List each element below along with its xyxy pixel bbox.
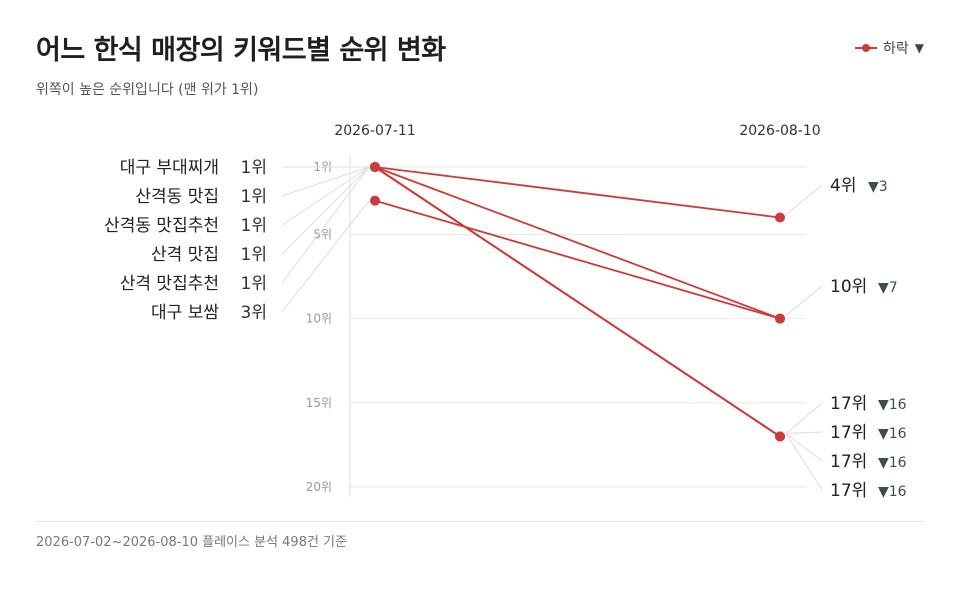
series-line	[374, 199, 781, 320]
rank-change-label: ▼3	[868, 179, 888, 195]
leader-line-end	[785, 431, 823, 434]
end-rank-label: 4위	[830, 176, 856, 196]
leader-line-end	[785, 402, 823, 434]
legend-dropdown-icon[interactable]: ▼	[914, 41, 924, 55]
series-line	[374, 166, 781, 438]
data-point-end	[775, 313, 785, 324]
chart-subtitle: 위쪽이 높은 순위입니다 (맨 위가 1위)	[36, 82, 259, 98]
y-tick-label: 20위	[306, 480, 332, 494]
start-rank-label: 1위	[241, 158, 267, 178]
y-tick-label: 5위	[313, 227, 332, 241]
y-tick-label: 15위	[306, 396, 332, 410]
chart-title: 어느 한식 매장의 키워드별 순위 변화	[36, 35, 446, 66]
leader-line-start	[281, 200, 370, 313]
series-name-label: 대구 보쌈	[151, 303, 219, 323]
leader-line-end	[785, 285, 823, 316]
end-rank-label: 10위	[830, 277, 867, 297]
rank-change-label: ▼7	[878, 280, 898, 296]
rank-change-label: ▼16	[878, 484, 907, 500]
series-name-label: 산격동 맛집	[135, 187, 219, 207]
start-rank-label: 3위	[241, 303, 267, 323]
series-name-label: 산격 맛집	[151, 245, 219, 265]
legend-label: 하락	[883, 41, 909, 57]
leader-line-end	[785, 433, 823, 462]
footer-note: 2026-07-02~2026-08-10 플레이스 분석 498건 기준	[36, 535, 347, 550]
series-line	[374, 166, 781, 320]
data-point-start	[370, 162, 380, 172]
end-rank-label: 17위	[830, 394, 867, 414]
footer-divider	[36, 521, 924, 522]
rank-change-label: ▼16	[878, 397, 907, 413]
leader-line-start	[281, 166, 370, 197]
series-line	[374, 166, 781, 219]
leader-line-end	[785, 433, 823, 491]
rank-change-label: ▼16	[878, 455, 907, 471]
x-label-end: 2026-08-10	[739, 123, 820, 139]
start-rank-label: 1위	[241, 245, 267, 265]
y-tick-label: 10위	[306, 312, 332, 326]
rank-change-label: ▼16	[878, 426, 907, 442]
start-rank-label: 1위	[241, 216, 267, 236]
leader-line-start	[281, 166, 370, 226]
leader-line-start	[281, 166, 370, 255]
start-rank-label: 1위	[241, 187, 267, 207]
data-point-start	[370, 195, 380, 206]
series-name-label: 산격동 맛집추천	[104, 216, 219, 236]
legend[interactable]: 하락 ▼	[855, 38, 924, 58]
x-label-start: 2026-07-11	[334, 123, 415, 139]
end-rank-label: 17위	[830, 452, 867, 472]
end-rank-label: 17위	[830, 423, 867, 443]
leader-line-end	[785, 184, 823, 215]
end-rank-label: 17위	[830, 481, 867, 501]
series-name-label: 산격 맛집추천	[120, 274, 219, 294]
start-rank-label: 1위	[241, 274, 267, 294]
data-point-end	[775, 431, 785, 442]
legend-line-icon	[855, 44, 877, 52]
series-name-label: 대구 부대찌개	[120, 158, 219, 178]
data-point-end	[775, 212, 785, 223]
leader-line-start	[281, 166, 370, 284]
